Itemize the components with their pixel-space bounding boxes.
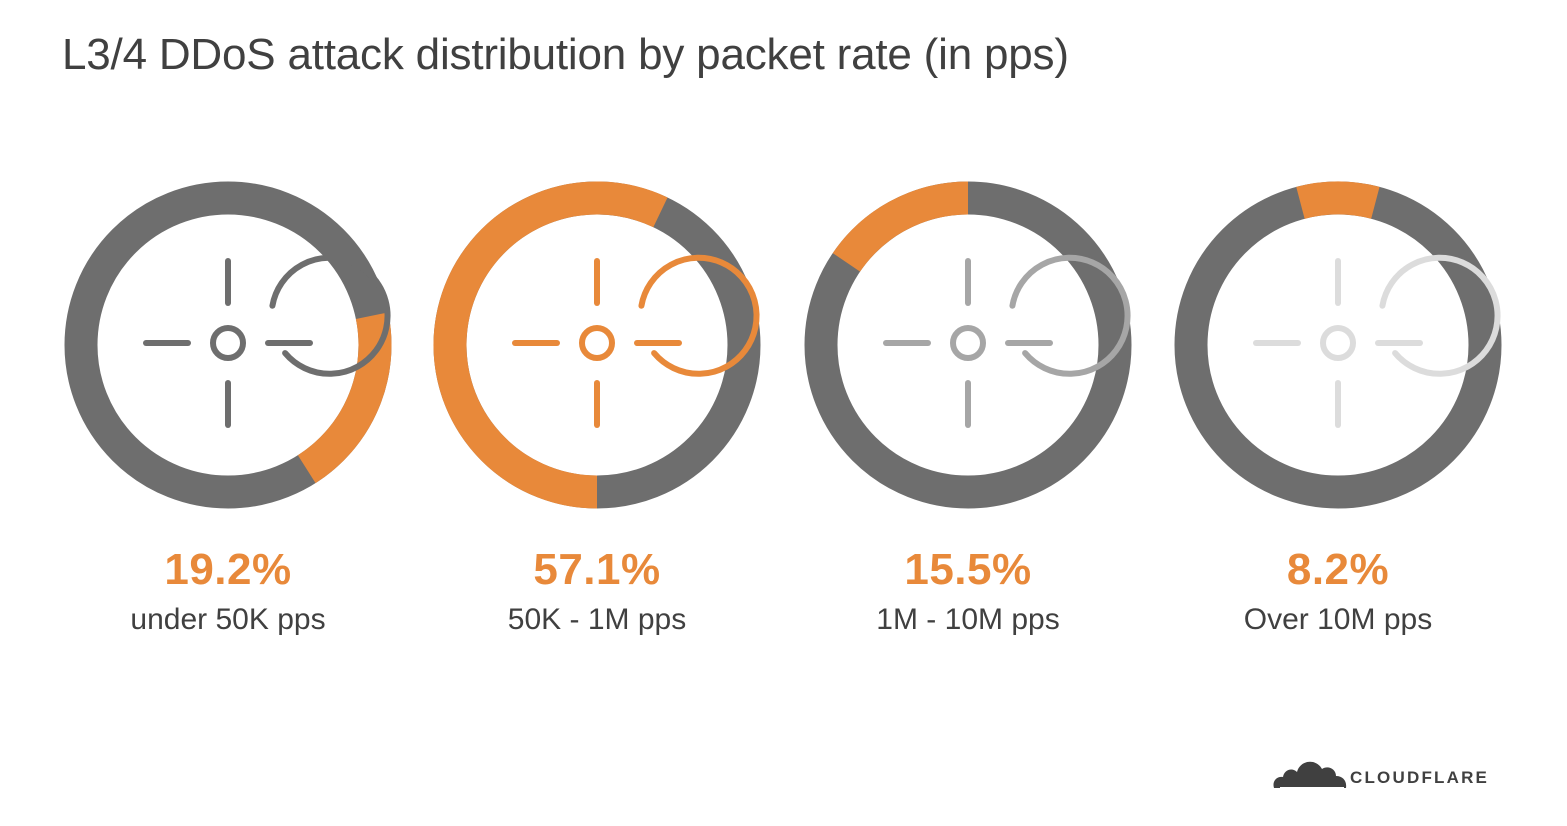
segment-label-4: Over 10M pps (1243, 603, 1433, 636)
crosshair-target-icon (1253, 254, 1501, 428)
donut-chart-4 (1174, 181, 1502, 509)
donut-panel-4: 8.2% Over 10M pps (1168, 175, 1508, 655)
segment-label-2: 50K - 1M pps (507, 603, 687, 636)
donut-chart-2 (433, 181, 761, 509)
chart-title: L3/4 DDoS attack distribution by packet … (62, 30, 1069, 79)
donut-chart-1 (64, 181, 392, 509)
segment-label-1: under 50K pps (130, 603, 326, 636)
donut-arc-3 (832, 181, 969, 272)
donut-track-4 (1174, 181, 1502, 509)
cloudflare-logo: CLOUDFLARE (1270, 748, 1510, 792)
crosshair-target-icon (883, 254, 1131, 428)
percent-value-3: 15.5% (904, 545, 1032, 594)
donut-arc-1 (297, 312, 392, 484)
segment-label-3: 1M - 10M pps (876, 603, 1060, 636)
brand-name: CLOUDFLARE (1350, 768, 1490, 787)
percent-value-4: 8.2% (1286, 545, 1390, 594)
donut-panel-1: 19.2% under 50K pps (58, 175, 398, 655)
donut-arc-2 (433, 181, 668, 509)
donut-chart-3 (804, 181, 1132, 509)
percent-value-1: 19.2% (164, 545, 292, 594)
cloud-icon (1273, 761, 1347, 789)
percent-value-2: 57.1% (533, 545, 661, 594)
crosshair-target-icon (143, 254, 391, 428)
donut-arc-4 (1296, 181, 1380, 219)
crosshair-target-icon (512, 254, 760, 428)
donut-panel-3: 15.5% 1M - 10M pps (798, 175, 1138, 655)
donut-panel-2: 57.1% 50K - 1M pps (427, 175, 767, 655)
